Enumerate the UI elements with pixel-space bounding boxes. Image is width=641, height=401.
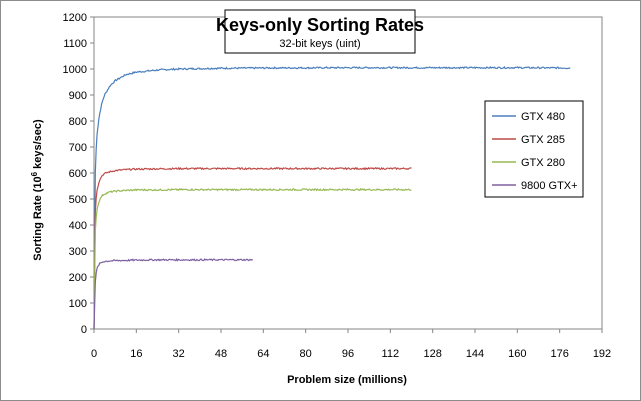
legend-label: GTX 280: [521, 157, 565, 169]
x-tick-label: 192: [593, 348, 611, 360]
y-tick-label: 600: [69, 168, 87, 180]
y-tick-label: 700: [69, 142, 87, 154]
y-axis-title-superscript: 6: [30, 171, 39, 176]
y-tick-label: 100: [69, 298, 87, 310]
y-tick-label: 1200: [63, 12, 87, 24]
y-tick-label: 0: [81, 324, 87, 336]
chart-title-box: Keys-only Sorting Rates 32-bit keys (uin…: [216, 9, 424, 54]
x-tick-label: 160: [508, 348, 526, 360]
x-axis-title: Problem size (millions): [287, 374, 407, 386]
x-tick-label: 112: [382, 348, 400, 360]
series-line-0: [93, 65, 571, 330]
series-line-1: [93, 166, 412, 330]
x-tick-label: 128: [423, 348, 441, 360]
series-line-2: [93, 187, 412, 330]
x-tick-label: 64: [257, 348, 269, 360]
y-axis-title: Sorting Rate (106 keys/sec): [30, 119, 44, 261]
y-tick-label: 1000: [63, 64, 87, 76]
x-tick-label: 80: [300, 348, 312, 360]
x-tick-label: 176: [550, 348, 568, 360]
legend-label: GTX 480: [521, 111, 565, 123]
legend-label: 9800 GTX+: [521, 180, 578, 192]
y-tick-label: 300: [69, 246, 87, 258]
legend-label: GTX 285: [521, 134, 565, 146]
chart-title: Keys-only Sorting Rates: [216, 15, 424, 35]
y-tick-label: 400: [69, 220, 87, 232]
y-tick-label: 900: [69, 90, 87, 102]
x-tick-label: 144: [466, 348, 484, 360]
x-axis: 0 16 32 48 64 80 96 112 128 144 160 176 192: [91, 329, 611, 360]
y-axis: 0 100 200 300 400 500 600 700 800 900 1000 1100 1200: [63, 12, 94, 336]
y-tick-label: 800: [69, 116, 87, 128]
y-tick-label: 1100: [63, 38, 87, 50]
y-axis-title-suffix: keys/sec): [32, 119, 44, 172]
chart-subtitle: 32-bit keys (uint): [279, 38, 360, 50]
x-tick-label: 0: [91, 348, 97, 360]
y-tick-label: 500: [69, 194, 87, 206]
legend: GTX 480 GTX 285 GTX 280 9800 GTX+: [484, 100, 584, 198]
series-lines: [93, 65, 571, 330]
x-tick-label: 16: [130, 348, 142, 360]
series-line-3: [93, 257, 254, 330]
x-tick-label: 32: [173, 348, 185, 360]
y-axis-title-prefix: Sorting Rate (10: [32, 176, 44, 260]
x-tick-label: 48: [215, 348, 227, 360]
y-tick-label: 200: [69, 272, 87, 284]
x-tick-label: 96: [342, 348, 354, 360]
